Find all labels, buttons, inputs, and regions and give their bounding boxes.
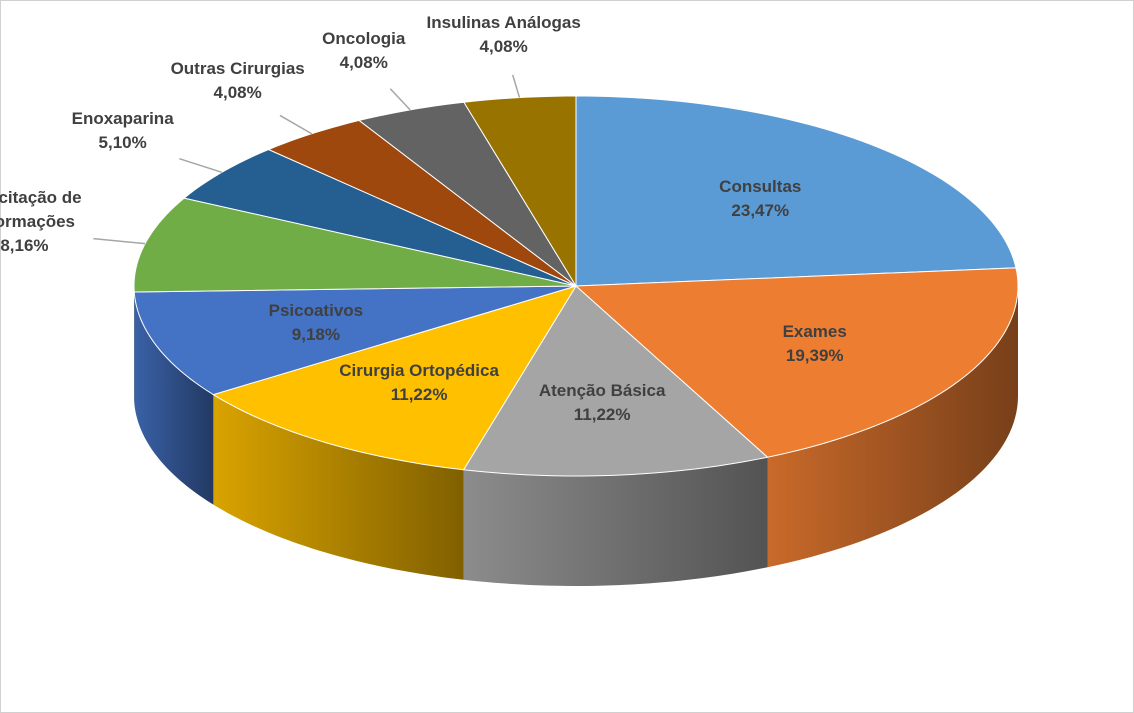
category-label: Enoxaparina bbox=[71, 108, 174, 128]
data-label: Cirurgia Ortopédica 11,22% bbox=[339, 359, 499, 407]
value-label: 4,08% bbox=[339, 52, 388, 72]
category-label: Insulinas Análogas bbox=[426, 12, 581, 32]
value-label: 9,18% bbox=[291, 325, 340, 345]
category-label: Solicitação de informações bbox=[0, 187, 82, 231]
slice bbox=[462, 285, 769, 477]
data-label: Consultas 23,47% bbox=[719, 175, 801, 223]
slice bbox=[357, 101, 577, 287]
data-label: Exames 19,39% bbox=[783, 320, 847, 368]
slice bbox=[183, 148, 577, 287]
slice bbox=[463, 95, 577, 288]
leader-line bbox=[93, 237, 146, 245]
data-label: Atenção Básica 11,22% bbox=[539, 379, 666, 427]
leader-line bbox=[511, 74, 521, 98]
value-label: 4,08% bbox=[479, 36, 528, 56]
category-label: Atenção Básica bbox=[538, 381, 666, 401]
slice-side bbox=[134, 292, 214, 505]
category-label: Oncologia bbox=[322, 28, 406, 48]
slice bbox=[133, 197, 577, 293]
value-label: 11,22% bbox=[390, 384, 448, 404]
value-label: 5,10% bbox=[98, 132, 147, 152]
value-label: 11,22% bbox=[573, 405, 631, 425]
data-label: Enoxaparina 5,10% bbox=[72, 107, 174, 155]
leader-line bbox=[279, 114, 313, 135]
value-label: 19,39% bbox=[785, 345, 844, 365]
category-label: Consultas bbox=[719, 176, 802, 196]
slice bbox=[267, 119, 577, 287]
value-label: 23,47% bbox=[731, 200, 790, 220]
category-label: Cirurgia Ortopédica bbox=[339, 360, 499, 380]
slice bbox=[574, 267, 1019, 458]
category-label: Outras Cirurgias bbox=[170, 59, 305, 79]
category-label: Psicoativos bbox=[268, 301, 364, 321]
leader-line bbox=[179, 157, 223, 174]
data-label: Solicitação de informações 8,16% bbox=[0, 186, 99, 258]
slice bbox=[575, 95, 1017, 287]
leader-line bbox=[389, 88, 411, 111]
data-label: Psicoativos 9,18% bbox=[269, 299, 364, 347]
slice-side bbox=[213, 394, 464, 580]
slice-side bbox=[767, 286, 1018, 568]
slice bbox=[133, 285, 577, 396]
value-label: 8,16% bbox=[0, 235, 49, 255]
value-label: 4,08% bbox=[213, 83, 262, 103]
data-label: Outras Cirurgias 4,08% bbox=[171, 57, 305, 105]
slice bbox=[212, 285, 578, 471]
category-label: Exames bbox=[782, 321, 847, 341]
slice-side bbox=[463, 457, 768, 586]
data-label: Oncologia 4,08% bbox=[322, 27, 405, 75]
data-label: Insulinas Análogas 4,08% bbox=[427, 11, 581, 59]
